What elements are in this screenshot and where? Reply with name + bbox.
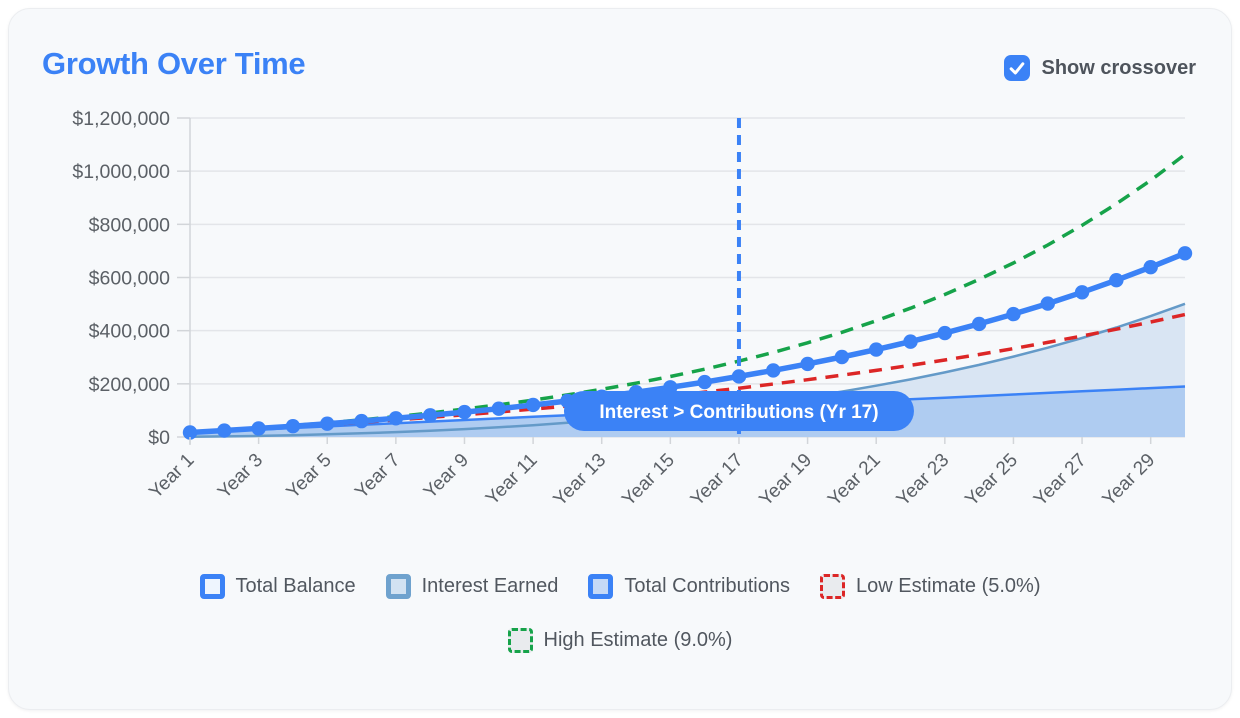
x-axis-labels: Year 1 Year 3 Year 5 Year 7 Year 9 Year 11 Yea…	[145, 437, 1159, 510]
svg-text:$400,000: $400,000	[89, 321, 170, 343]
legend-label: High Estimate (9.0%)	[543, 629, 733, 651]
svg-text:$800,000: $800,000	[89, 214, 170, 236]
svg-text:Year 17: Year 17	[687, 450, 748, 511]
svg-text:Year 15: Year 15	[618, 450, 679, 511]
legend-label: Total Contributions	[624, 575, 790, 597]
legend-swatch-icon	[507, 628, 533, 653]
svg-text:Year 19: Year 19	[755, 450, 816, 511]
svg-text:Year 21: Year 21	[824, 450, 885, 511]
crossover-badge: Interest > Contributions (Yr 17)	[563, 391, 914, 431]
legend-swatch-icon	[819, 574, 845, 599]
checkbox-checked-icon[interactable]	[1004, 55, 1031, 81]
svg-text:Year 11: Year 11	[482, 450, 542, 510]
svg-text:Interest > Contributions (Yr 1: Interest > Contributions (Yr 17)	[599, 402, 878, 423]
legend-swatch-icon	[385, 574, 411, 599]
legend-item-high-estimate-9-0-[interactable]: High Estimate (9.0%)	[507, 628, 733, 653]
legend-label: Low Estimate (5.0%)	[855, 575, 1041, 597]
legend-label: Total Balance	[235, 575, 356, 597]
legend-item-total-contributions[interactable]: Total Contributions	[588, 574, 790, 599]
legend-item-interest-earned[interactable]: Interest Earned	[385, 574, 559, 599]
legend-row-2: High Estimate (9.0%)	[0, 628, 1240, 653]
svg-text:Year 3: Year 3	[214, 450, 267, 503]
svg-text:Year 1: Year 1	[145, 450, 198, 503]
svg-text:Year 13: Year 13	[550, 450, 611, 511]
svg-text:Year 5: Year 5	[283, 450, 336, 503]
svg-text:$1,200,000: $1,200,000	[72, 108, 170, 130]
svg-text:$1,000,000: $1,000,000	[72, 161, 170, 183]
svg-text:$0: $0	[148, 427, 170, 449]
svg-text:Year 29: Year 29	[1099, 450, 1160, 511]
svg-text:$200,000: $200,000	[89, 374, 170, 396]
legend-item-total-balance[interactable]: Total Balance	[199, 574, 356, 599]
legend-row-1: Total Balance Interest Earned Total Contri…	[0, 574, 1240, 599]
legend-swatch-icon	[588, 574, 614, 599]
svg-text:Year 27: Year 27	[1030, 450, 1091, 511]
svg-text:Year 23: Year 23	[893, 450, 954, 511]
show-crossover-checkbox-group[interactable]: Show crossover	[1004, 55, 1196, 81]
legend-item-low-estimate-5-0-[interactable]: Low Estimate (5.0%)	[819, 574, 1041, 599]
svg-text:Year 25: Year 25	[961, 450, 1022, 511]
svg-text:Year 9: Year 9	[420, 450, 473, 503]
svg-text:Year 7: Year 7	[351, 450, 404, 503]
y-axis-labels: $0 $200,000 $400,000 $600,000 $800,000 $1,000…	[72, 108, 170, 449]
svg-text:$600,000: $600,000	[89, 268, 170, 290]
show-crossover-label: Show crossover	[1041, 56, 1196, 79]
legend-swatch-icon	[199, 574, 225, 599]
page-title: Growth Over Time	[42, 46, 306, 81]
legend-label: Interest Earned	[421, 575, 559, 597]
